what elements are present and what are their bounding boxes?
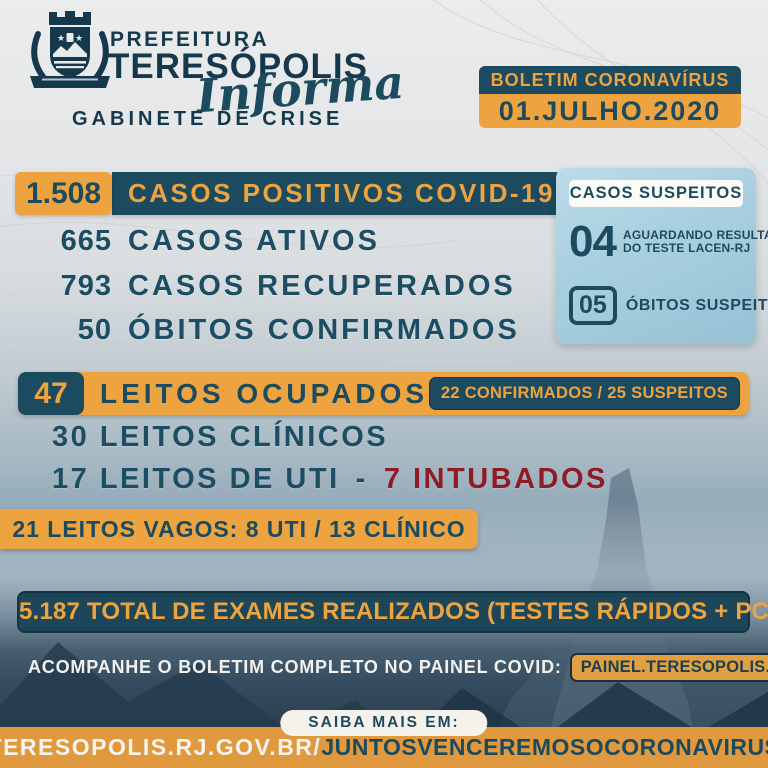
awaiting-results-label: AGUARDANDO RESULTADO DO TESTE LACEN-RJ [623,229,768,255]
suspected-cases-title: CASOS SUSPEITOS [569,180,743,207]
occupied-beds-bar: 47 LEITOS OCUPADOS 22 CONFIRMADOS / 25 S… [18,372,749,415]
vacant-beds-bar: 21 LEITOS VAGOS: 8 UTI / 13 CLÍNICO [0,509,478,549]
deaths-confirmed-label: ÓBITOS CONFIRMADOS [128,314,520,346]
occupied-beds-label: LEITOS OCUPADOS [100,378,429,409]
logo-block: ★ ★ [20,6,120,102]
positive-total-label: CASOS POSITIVOS COVID-19 [112,172,562,215]
active-cases-label: CASOS ATIVOS [128,225,380,257]
svg-text:★: ★ [75,33,83,43]
dashboard-line: ACOMPANHE O BOLETIM COMPLETO NO PAINEL C… [28,653,768,682]
bulletin-badge: BOLETIM CORONAVÍRUS 01.JULHO.2020 [479,66,741,128]
more-info-pill: SAIBA MAIS EM: [280,710,488,736]
awaiting-results-line1: AGUARDANDO RESULTADO [622,228,768,242]
teresopolis-coat-of-arms-icon: ★ ★ [30,11,110,88]
footer-url-base: TERESOPOLIS.RJ.GOV.BR/ [0,734,322,760]
awaiting-results-item: 04 AGUARDANDO RESULTADO DO TESTE LACEN-R… [569,220,768,264]
awaiting-results-line2: DO TESTE LACEN-RJ [622,241,751,255]
recovered-cases-value: 793 [60,270,112,302]
occupied-beds-value: 47 [18,372,84,415]
deaths-confirmed-value: 50 [77,314,112,346]
recovered-cases-label: CASOS RECUPERADOS [128,270,516,302]
exams-total-badge: 5.187 TOTAL DE EXAMES REALIZADOS (TESTES… [17,591,768,633]
active-cases-value: 665 [60,225,112,257]
footer-url-campaign: JUNTOSVENCEREMOSOCORONAVIRUS [321,734,768,760]
department-label: GABINETE DE CRISE [72,108,344,130]
svg-text:★: ★ [57,33,65,43]
icu-separator: - [355,463,368,495]
intubated-label: 7 INTUBADOS [383,463,608,495]
bulletin-title: BOLETIM CORONAVÍRUS [479,66,741,94]
dashboard-url-badge[interactable]: PAINEL.TERESOPOLIS.RJ.GOV.BR [569,653,768,682]
clinical-beds-row: 30 LEITOS CLÍNICOS [52,421,389,453]
suspected-deaths-value: 05 [569,286,617,325]
agency-name-line1: PREFEITURA [110,28,270,51]
icu-beds-label: 17 LEITOS DE UTI [52,463,340,495]
suspected-cases-panel: CASOS SUSPEITOS 04 AGUARDANDO RESULTADO … [556,168,768,344]
icu-beds-row: 17 LEITOS DE UTI -7 INTUBADOS [52,463,608,496]
occupied-beds-breakdown: 22 CONFIRMADOS / 25 SUSPEITOS [428,377,740,410]
dashboard-prompt: ACOMPANHE O BOLETIM COMPLETO NO PAINEL C… [28,657,562,677]
positive-total-value: 1.508 [15,172,112,215]
awaiting-results-value: 04 [569,217,617,266]
suspected-deaths-item: 05 ÓBITOS SUSPEITOS [569,286,768,325]
suspected-deaths-label: ÓBITOS SUSPEITOS [625,296,768,314]
bulletin-date: 01.JULHO.2020 [479,94,741,128]
agency-name-line2: TERESÓPOLIS [108,47,368,86]
